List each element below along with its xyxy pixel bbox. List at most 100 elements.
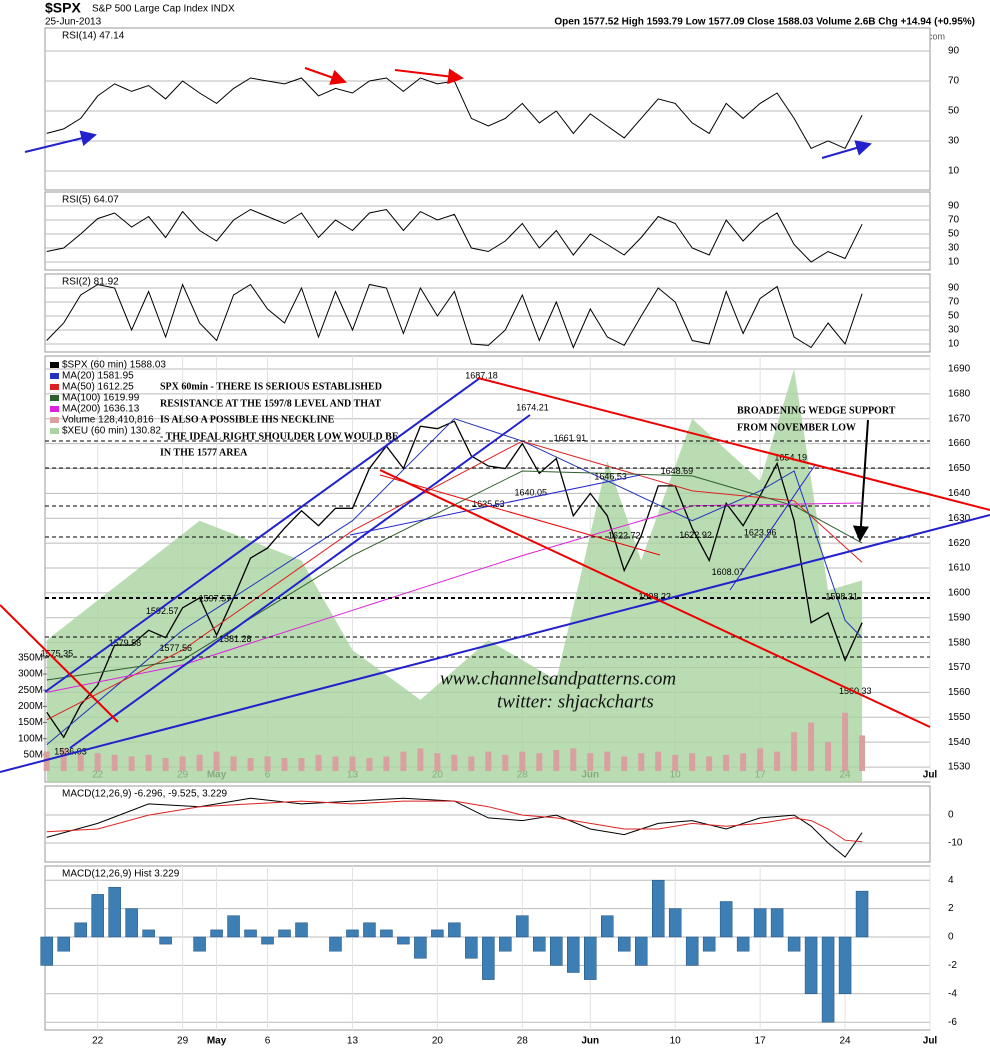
volume-bar <box>213 751 220 772</box>
bar <box>821 936 835 1023</box>
y2-tick-label: 50M <box>24 749 43 760</box>
x-tick-label: 24 <box>840 1036 852 1047</box>
series-line <box>46 208 863 263</box>
y-tick-label: 30 <box>948 136 960 147</box>
note: RESISTANCE AT THE 1597/8 LEVEL AND THAT <box>160 398 382 409</box>
price-label: 1654.19 <box>774 452 807 462</box>
volume-bar <box>111 754 118 772</box>
price-label: 1575.35 <box>41 649 74 659</box>
y-tick-label: 10 <box>948 257 960 268</box>
panel-title: RSI(14) 47.14 <box>62 31 125 42</box>
y2-tick-label: 150M <box>18 717 43 728</box>
bar <box>227 915 240 938</box>
price-label: 1598.31 <box>825 591 858 601</box>
price-label: 1674.21 <box>516 403 549 413</box>
y-tick-label: 1530 <box>948 762 971 773</box>
legend-swatch <box>50 406 59 412</box>
y-tick-label: 1590 <box>948 612 971 623</box>
trendline <box>0 514 990 773</box>
bar <box>787 936 801 952</box>
y-tick-label: 50 <box>948 106 960 117</box>
x-tick-label: Jul <box>923 1036 938 1047</box>
legend-label: $XEU (60 min) 130.82 <box>62 426 161 437</box>
bar <box>465 936 478 959</box>
quote: Open 1577.52 High 1593.79 Low 1577.09 Cl… <box>554 17 975 28</box>
arrow <box>394 68 464 85</box>
volume-bar <box>570 748 577 772</box>
x-tick-label: Jun <box>581 1036 599 1047</box>
volume-bar <box>128 756 135 772</box>
y-tick-label: 1690 <box>948 364 971 375</box>
volume-bar <box>196 754 203 772</box>
trendline <box>729 464 816 591</box>
website: www.channelsandpatterns.com <box>440 668 676 689</box>
legend-label: MA(50) 1612.25 <box>62 382 134 393</box>
legend-swatch <box>50 395 59 401</box>
trendline <box>69 414 531 749</box>
bar <box>74 922 87 938</box>
volume-bar <box>264 756 271 772</box>
volume-bar <box>247 758 254 772</box>
x-tick-label: May <box>207 1036 227 1047</box>
volume-bar <box>808 722 815 772</box>
panel-title: RSI(5) 64.07 <box>62 195 119 206</box>
trendline <box>44 377 481 693</box>
arrow <box>24 130 97 153</box>
bar <box>329 936 342 952</box>
y-tick-label: 1650 <box>948 463 971 474</box>
y-tick-label: 1570 <box>948 662 971 673</box>
twitter: twitter: shjackcharts <box>497 691 654 712</box>
bar <box>770 908 784 938</box>
bar <box>397 936 410 945</box>
y-tick-label: 90 <box>948 46 960 57</box>
y-tick-label: 1550 <box>948 712 971 723</box>
volume-bar <box>162 758 169 772</box>
y2-tick-label: 200M <box>18 701 43 712</box>
y-tick-label: 90 <box>948 201 960 212</box>
y-tick-label: 10 <box>948 339 960 350</box>
volume-bar <box>706 756 713 772</box>
price-label: 1581.28 <box>219 634 252 644</box>
bar <box>431 929 444 938</box>
volume-bar <box>791 732 798 772</box>
y-tick-label: 1670 <box>948 413 971 424</box>
y2-tick-label: 300M <box>18 669 43 680</box>
y-tick-label: 70 <box>948 215 960 226</box>
volume-bar <box>434 753 441 772</box>
legend-swatch <box>50 384 59 390</box>
trendline <box>477 377 990 511</box>
volume-bar <box>281 758 288 772</box>
volume-bar <box>43 751 50 772</box>
y-tick-label: 1560 <box>948 687 971 698</box>
volume-bar <box>604 751 611 772</box>
y-tick-label: 70 <box>948 76 960 87</box>
bar <box>550 936 563 966</box>
trendline <box>349 474 641 536</box>
note: BROADENING WEDGE SUPPORT <box>737 405 896 416</box>
bar <box>346 929 359 938</box>
note: SPX 60min - THERE IS SERIOUS ESTABLISHED <box>160 381 382 392</box>
legend-label: Volume 128,410,816 <box>62 415 154 426</box>
x-tick-label: 13 <box>347 1036 359 1047</box>
volume-bar <box>332 756 339 772</box>
volume-bar <box>502 754 509 772</box>
y-tick-label: 2 <box>948 903 954 914</box>
price-label: 1622.92 <box>679 530 712 540</box>
volume-bar <box>315 754 322 772</box>
x-tick-label: 6 <box>265 1036 271 1047</box>
y-tick-label: 1580 <box>948 637 971 648</box>
bar <box>804 936 818 995</box>
bar <box>634 936 648 966</box>
y-tick-label: -4 <box>948 988 957 999</box>
arrow <box>852 419 869 542</box>
volume-bar <box>655 751 662 772</box>
panel-title: MACD(12,26,9) Hist 3.229 <box>62 869 180 880</box>
bar <box>448 922 461 938</box>
bar <box>278 929 291 938</box>
date: 25-Jun-2013 <box>45 17 102 28</box>
price-label: 1661.91 <box>554 433 587 443</box>
bar <box>516 915 529 938</box>
volume-bar <box>468 756 475 772</box>
y-tick-label: 0 <box>948 810 954 821</box>
